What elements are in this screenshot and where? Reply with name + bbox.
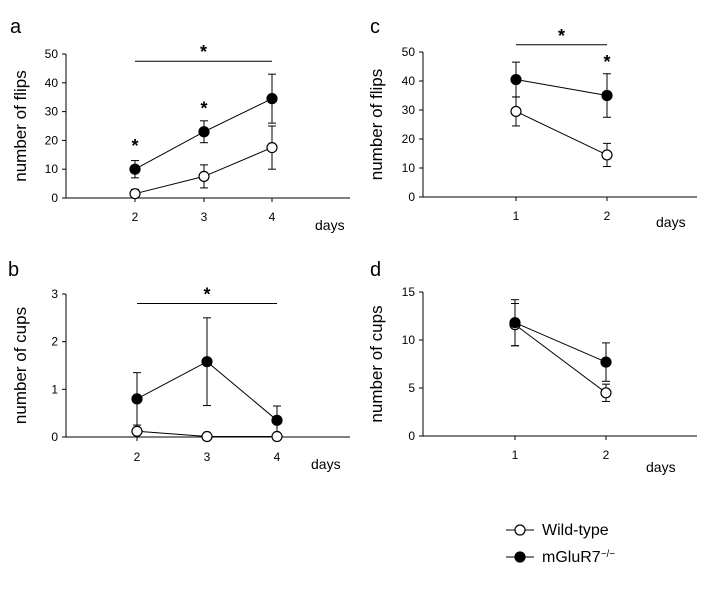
y-tick-label: 0: [408, 429, 415, 443]
series-line-ko: [515, 79, 608, 96]
x-tick-label: 2: [132, 210, 139, 224]
significance-star: *: [203, 285, 210, 305]
y-tick-label: 50: [45, 47, 59, 61]
x-axis-label: days: [646, 459, 676, 475]
panel-letter: b: [8, 259, 19, 281]
data-point-wt: [510, 105, 522, 118]
data-point-ko: [509, 317, 521, 329]
y-tick-label: 0: [51, 191, 58, 205]
data-point-wt: [131, 425, 143, 437]
panel-letter: d: [370, 259, 381, 281]
series-line-ko: [514, 322, 607, 363]
data-point-ko: [198, 126, 210, 138]
x-tick-label: 4: [269, 210, 276, 224]
legend-item-wt: Wild-type: [506, 522, 609, 539]
data-point-ko: [510, 73, 522, 86]
y-tick-label: 10: [402, 161, 416, 175]
y-tick-label: 0: [408, 190, 415, 204]
panel-b: b 0 1 2 3 2 3 4 number of cups days *: [8, 259, 350, 472]
panel-c: c 0 10 20 30 40 50 1 2 number of flips days * *: [367, 16, 697, 230]
legend: Wild-type mGluR7−/−: [506, 522, 615, 566]
data-point-ko: [266, 93, 278, 105]
data-point-ko: [129, 163, 141, 175]
x-tick-label: 2: [603, 448, 610, 462]
y-tick-label: 20: [402, 132, 416, 146]
data-point-wt: [198, 170, 210, 182]
y-tick-label: 50: [402, 45, 416, 59]
x-axis-label: days: [311, 456, 341, 472]
significance-star: *: [603, 52, 610, 72]
panel-letter: c: [370, 16, 380, 38]
data-point-ko: [600, 356, 612, 368]
significance-star: *: [200, 98, 207, 118]
x-axis-label: days: [656, 214, 686, 230]
data-point-ko: [271, 414, 283, 426]
x-tick-label: 1: [513, 209, 520, 223]
significance-star: *: [200, 42, 207, 62]
y-tick-label: 20: [45, 133, 59, 147]
series-line-wt: [514, 324, 607, 394]
y-tick-label: 40: [45, 76, 59, 90]
y-tick-label: 30: [45, 105, 59, 119]
panel-d: d 0 5 10 15 1 2 number of cups days: [367, 259, 697, 475]
data-point-wt: [600, 387, 612, 399]
series-line-wt: [515, 110, 608, 156]
legend-item-ko: mGluR7−/−: [506, 549, 615, 567]
legend-marker-wt: [514, 524, 526, 536]
data-point-ko: [601, 89, 613, 102]
y-tick-label: 10: [45, 162, 59, 176]
data-point-wt: [129, 188, 141, 200]
legend-label: mGluR7−/−: [542, 549, 615, 567]
panel-letter: a: [10, 16, 22, 38]
y-tick-label: 2: [51, 335, 58, 349]
x-tick-label: 3: [204, 450, 211, 464]
legend-label: Wild-type: [542, 522, 609, 539]
significance-star: *: [558, 26, 565, 46]
y-axis-label: number of cups: [11, 307, 30, 424]
data-point-wt: [201, 430, 213, 443]
y-axis-label: number of cups: [367, 305, 386, 422]
y-tick-label: 10: [402, 333, 416, 347]
data-point-ko: [201, 356, 213, 368]
y-tick-label: 3: [51, 287, 58, 301]
panel-a: a 0 10 20 30 40 50 2 3 4 number of flips days * * *: [10, 16, 350, 233]
data-point-wt: [271, 430, 283, 443]
y-tick-label: 15: [402, 285, 416, 299]
x-tick-label: 3: [201, 210, 208, 224]
data-point-ko: [131, 393, 143, 405]
y-axis-label: number of flips: [367, 69, 386, 181]
y-tick-label: 1: [51, 382, 58, 396]
x-tick-label: 4: [274, 450, 281, 464]
y-tick-label: 0: [51, 430, 58, 444]
legend-marker-ko: [514, 551, 526, 563]
y-axis-label: number of flips: [11, 70, 30, 182]
y-tick-label: 30: [402, 103, 416, 117]
x-axis-label: days: [315, 217, 345, 233]
x-tick-label: 1: [512, 448, 519, 462]
x-tick-label: 2: [604, 209, 611, 223]
x-tick-label: 2: [134, 450, 141, 464]
significance-star: *: [131, 136, 138, 156]
data-point-wt: [601, 149, 613, 161]
data-point-wt: [266, 142, 278, 154]
y-tick-label: 5: [408, 381, 415, 395]
y-tick-label: 40: [402, 74, 416, 88]
